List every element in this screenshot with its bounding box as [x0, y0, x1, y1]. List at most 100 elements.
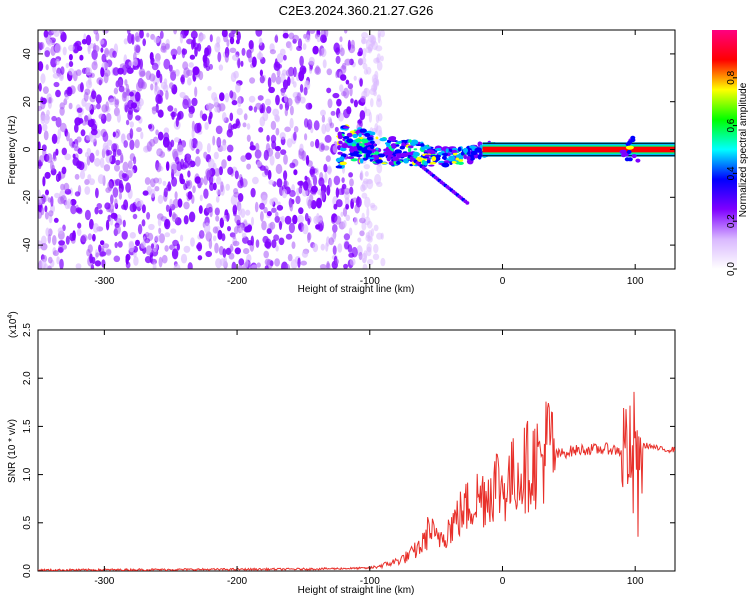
spectrogram-noise-mark — [98, 113, 105, 120]
spectrogram-noise-mark — [176, 243, 180, 251]
spectrogram-noise-mark — [99, 251, 107, 257]
spectrogram-noise-mark — [180, 158, 185, 170]
spectrogram-noise-mark — [284, 94, 288, 103]
spectrogram-noise-mark — [292, 214, 298, 225]
spectrogram-noise-mark — [234, 247, 241, 255]
spectrogram-noise-mark — [111, 143, 118, 152]
spectrogram-noise-mark — [238, 258, 245, 266]
spectrogram-noise-mark — [309, 188, 317, 195]
spectrogram-noise-mark — [258, 127, 264, 133]
spectrogram-noise-mark — [125, 255, 129, 265]
spectrogram-signal-mark — [341, 143, 349, 149]
snr-x-tick-label: -100 — [360, 576, 380, 587]
spectrogram-noise-mark — [248, 95, 256, 103]
spectrogram-noise-mark — [376, 181, 383, 187]
spectrogram-noise-mark — [75, 263, 82, 269]
spectrogram-signal-mark — [435, 154, 441, 158]
spectrogram-noise-mark — [333, 175, 341, 186]
spectrogram-noise-mark — [275, 75, 282, 85]
spectrogram-x-ticks: -300 -200 -100 0 100 — [94, 30, 644, 287]
spectrogram-noise-mark — [52, 72, 60, 79]
spectrogram-noise-mark — [308, 30, 316, 34]
spectrogram-noise-mark — [169, 198, 173, 207]
spectrogram-noise-mark — [41, 144, 47, 152]
spectrogram-signal-mark — [426, 149, 435, 154]
spectrogram-noise-mark — [243, 219, 248, 225]
colorbar-ticks: 0.0 0.2 0.4 0.6 0.8 — [726, 70, 737, 276]
spectrogram-noise-mark — [151, 106, 157, 115]
colorbar-tick-label: 0.4 — [726, 166, 737, 180]
spectrogram-noise-mark — [41, 235, 47, 246]
spectrogram-noise-mark — [180, 253, 188, 264]
spectrogram-noise-mark — [215, 195, 220, 203]
spectrogram-noise-mark — [100, 47, 104, 53]
spectrogram-noise-mark — [280, 149, 287, 156]
spectrogram-noise-mark — [188, 211, 196, 223]
spectrogram-noise-mark — [129, 121, 134, 128]
snr-x-ticks: -300 -200 -100 0 100 — [94, 330, 644, 587]
spectrogram-noise-mark — [55, 117, 62, 128]
spectrogram-noise-mark — [121, 91, 127, 102]
spectrogram-signal-mark — [381, 162, 388, 165]
spectrogram-noise-mark — [207, 85, 212, 91]
spectrogram-noise-mark — [213, 151, 219, 160]
spectrogram-signal-mark — [469, 145, 476, 149]
spectrogram-signal-mark — [451, 149, 457, 153]
spectrogram-noise-mark — [150, 83, 154, 91]
spectrogram-noise-mark — [311, 174, 317, 181]
spectrogram-noise-mark — [69, 187, 73, 196]
carrier-band-core — [482, 146, 675, 153]
spectrogram-noise-mark — [172, 198, 180, 209]
spectrogram-noise-mark — [203, 222, 211, 234]
spectrogram-noise-mark — [246, 123, 251, 130]
spectrogram-noise-mark — [314, 66, 322, 75]
spectrogram-signal-mark — [455, 154, 462, 159]
spectrogram-noise-mark — [250, 187, 256, 198]
spectrogram-noise-mark — [303, 33, 307, 39]
spectrogram-noise-mark — [194, 176, 201, 184]
spectrogram-noise-mark — [313, 120, 320, 131]
spectrogram-noise-mark — [279, 103, 283, 110]
spectrogram-signal-mark — [457, 161, 464, 165]
spectrogram-noise-mark — [169, 69, 176, 75]
spectrogram-noise-mark — [244, 226, 252, 233]
spectrogram-noise-mark — [118, 188, 123, 194]
spectrogram-noise-mark — [42, 123, 48, 132]
spectrogram-noise-mark — [44, 50, 50, 58]
spectrogram-signal-mark — [360, 138, 369, 143]
spectrogram-noise-mark — [98, 244, 102, 253]
spectrogram-noise-mark — [255, 239, 260, 248]
spectrogram-noise-mark — [242, 122, 247, 128]
spectrogram-noise-mark — [139, 30, 144, 39]
spectrogram-noise-mark — [323, 145, 330, 151]
spectrogram-noise-mark — [217, 229, 223, 240]
spectrogram-noise-mark — [281, 188, 288, 199]
spectrogram-signal-mark — [621, 149, 627, 154]
spectrogram-noise-mark — [230, 124, 235, 130]
spectrogram-noise-mark — [102, 30, 109, 34]
spectrogram-noise-mark — [229, 112, 234, 122]
spectrogram-noise-mark — [195, 148, 200, 155]
spectrogram-noise-mark — [300, 260, 308, 266]
spectrogram-noise-mark — [289, 201, 294, 212]
spectrogram-noise-mark — [318, 217, 323, 223]
spectrogram-noise-mark — [313, 215, 320, 225]
spectrogram-noise-mark — [266, 134, 270, 142]
spectrogram-noise-mark — [359, 78, 363, 87]
spectrogram-noise-mark — [236, 39, 240, 45]
spectrogram-noise-mark — [140, 241, 146, 249]
spectrogram-signal-mark — [337, 131, 342, 137]
spectrogram-noise-mark — [212, 235, 217, 242]
spectrogram-noise-mark — [375, 125, 382, 136]
spectrogram-noise-mark — [215, 215, 220, 222]
spectrogram-noise-mark — [302, 43, 307, 50]
spectrogram-noise-mark — [135, 35, 141, 43]
spectrogram-noise-mark — [376, 232, 383, 240]
spectrogram-signal-mark — [631, 154, 637, 159]
spectrogram-noise-mark — [358, 47, 363, 56]
spectrogram-noise-mark — [283, 54, 287, 61]
spectrogram-noise-mark — [349, 186, 354, 195]
spectrogram-noise-mark — [170, 48, 178, 57]
spectrogram-noise-mark — [316, 197, 322, 209]
spectrogram-noise-mark — [209, 207, 213, 218]
